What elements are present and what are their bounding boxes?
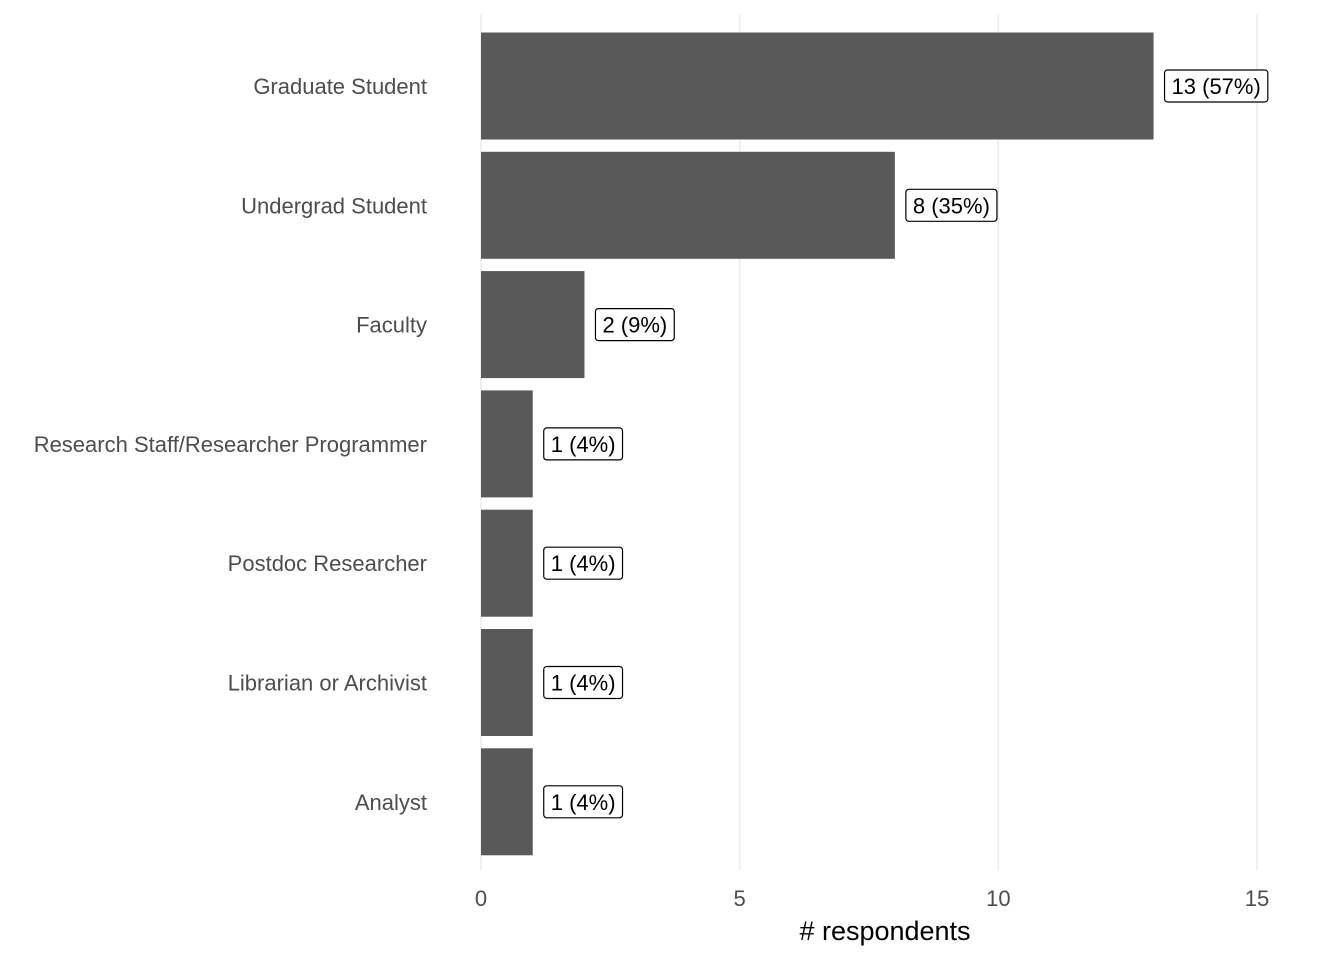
data-label-box [1163,69,1269,103]
category-label: Research Staff/Researcher Programmer [34,432,427,457]
data-label-box [543,665,624,700]
data-label-text: 1 (4%) [551,432,616,457]
data-label-box [543,427,624,461]
category-label: Undergrad Student [241,193,427,218]
data-label-box [594,308,675,342]
bar [481,390,533,498]
x-axis-title: # respondents [799,916,970,946]
data-label: 1 (4%) [543,546,624,580]
x-tick-labels: 0 5 10 15 [475,886,1269,911]
bar [481,271,585,379]
data-label-text: 2 (9%) [602,313,667,338]
data-label-box [543,546,624,580]
data-label-box [905,188,998,222]
bar [481,748,533,856]
category-label: Analyst [355,790,427,815]
data-label: 1 (4%) [543,427,624,461]
category-label: Graduate Student [253,74,427,99]
x-tick-label: 15 [1245,886,1269,911]
category-label: Librarian or Archivist [228,671,427,696]
data-label: 13 (57%) [1163,69,1269,103]
data-label: 1 (4%) [543,785,624,819]
x-tick-label: 0 [475,886,487,911]
data-label-box [543,785,624,819]
bar [481,509,533,617]
data-label-text: 1 (4%) [551,671,616,696]
data-label: 8 (35%) [905,188,998,222]
category-label: Faculty [356,313,427,338]
data-label: 1 (4%) [543,665,624,700]
bar [481,32,1154,140]
data-label-text: 1 (4%) [551,790,616,815]
bar [481,151,895,259]
data-labels: 13 (57%) 8 (35%) 2 (9%) 1 (4%) 1 (4%) 1 (4%) 1… [543,69,1269,819]
data-label: 2 (9%) [594,308,675,342]
bar [481,629,533,736]
data-label-text: 8 (35%) [913,193,990,218]
x-tick-label: 10 [986,886,1010,911]
data-label-text: 13 (57%) [1172,74,1261,99]
x-tick-label: 5 [734,886,746,911]
data-label-text: 1 (4%) [551,551,616,576]
bars [481,32,1154,856]
category-labels: Graduate Student Undergrad Student Faculty… [34,74,427,815]
category-label: Postdoc Researcher [228,551,427,576]
